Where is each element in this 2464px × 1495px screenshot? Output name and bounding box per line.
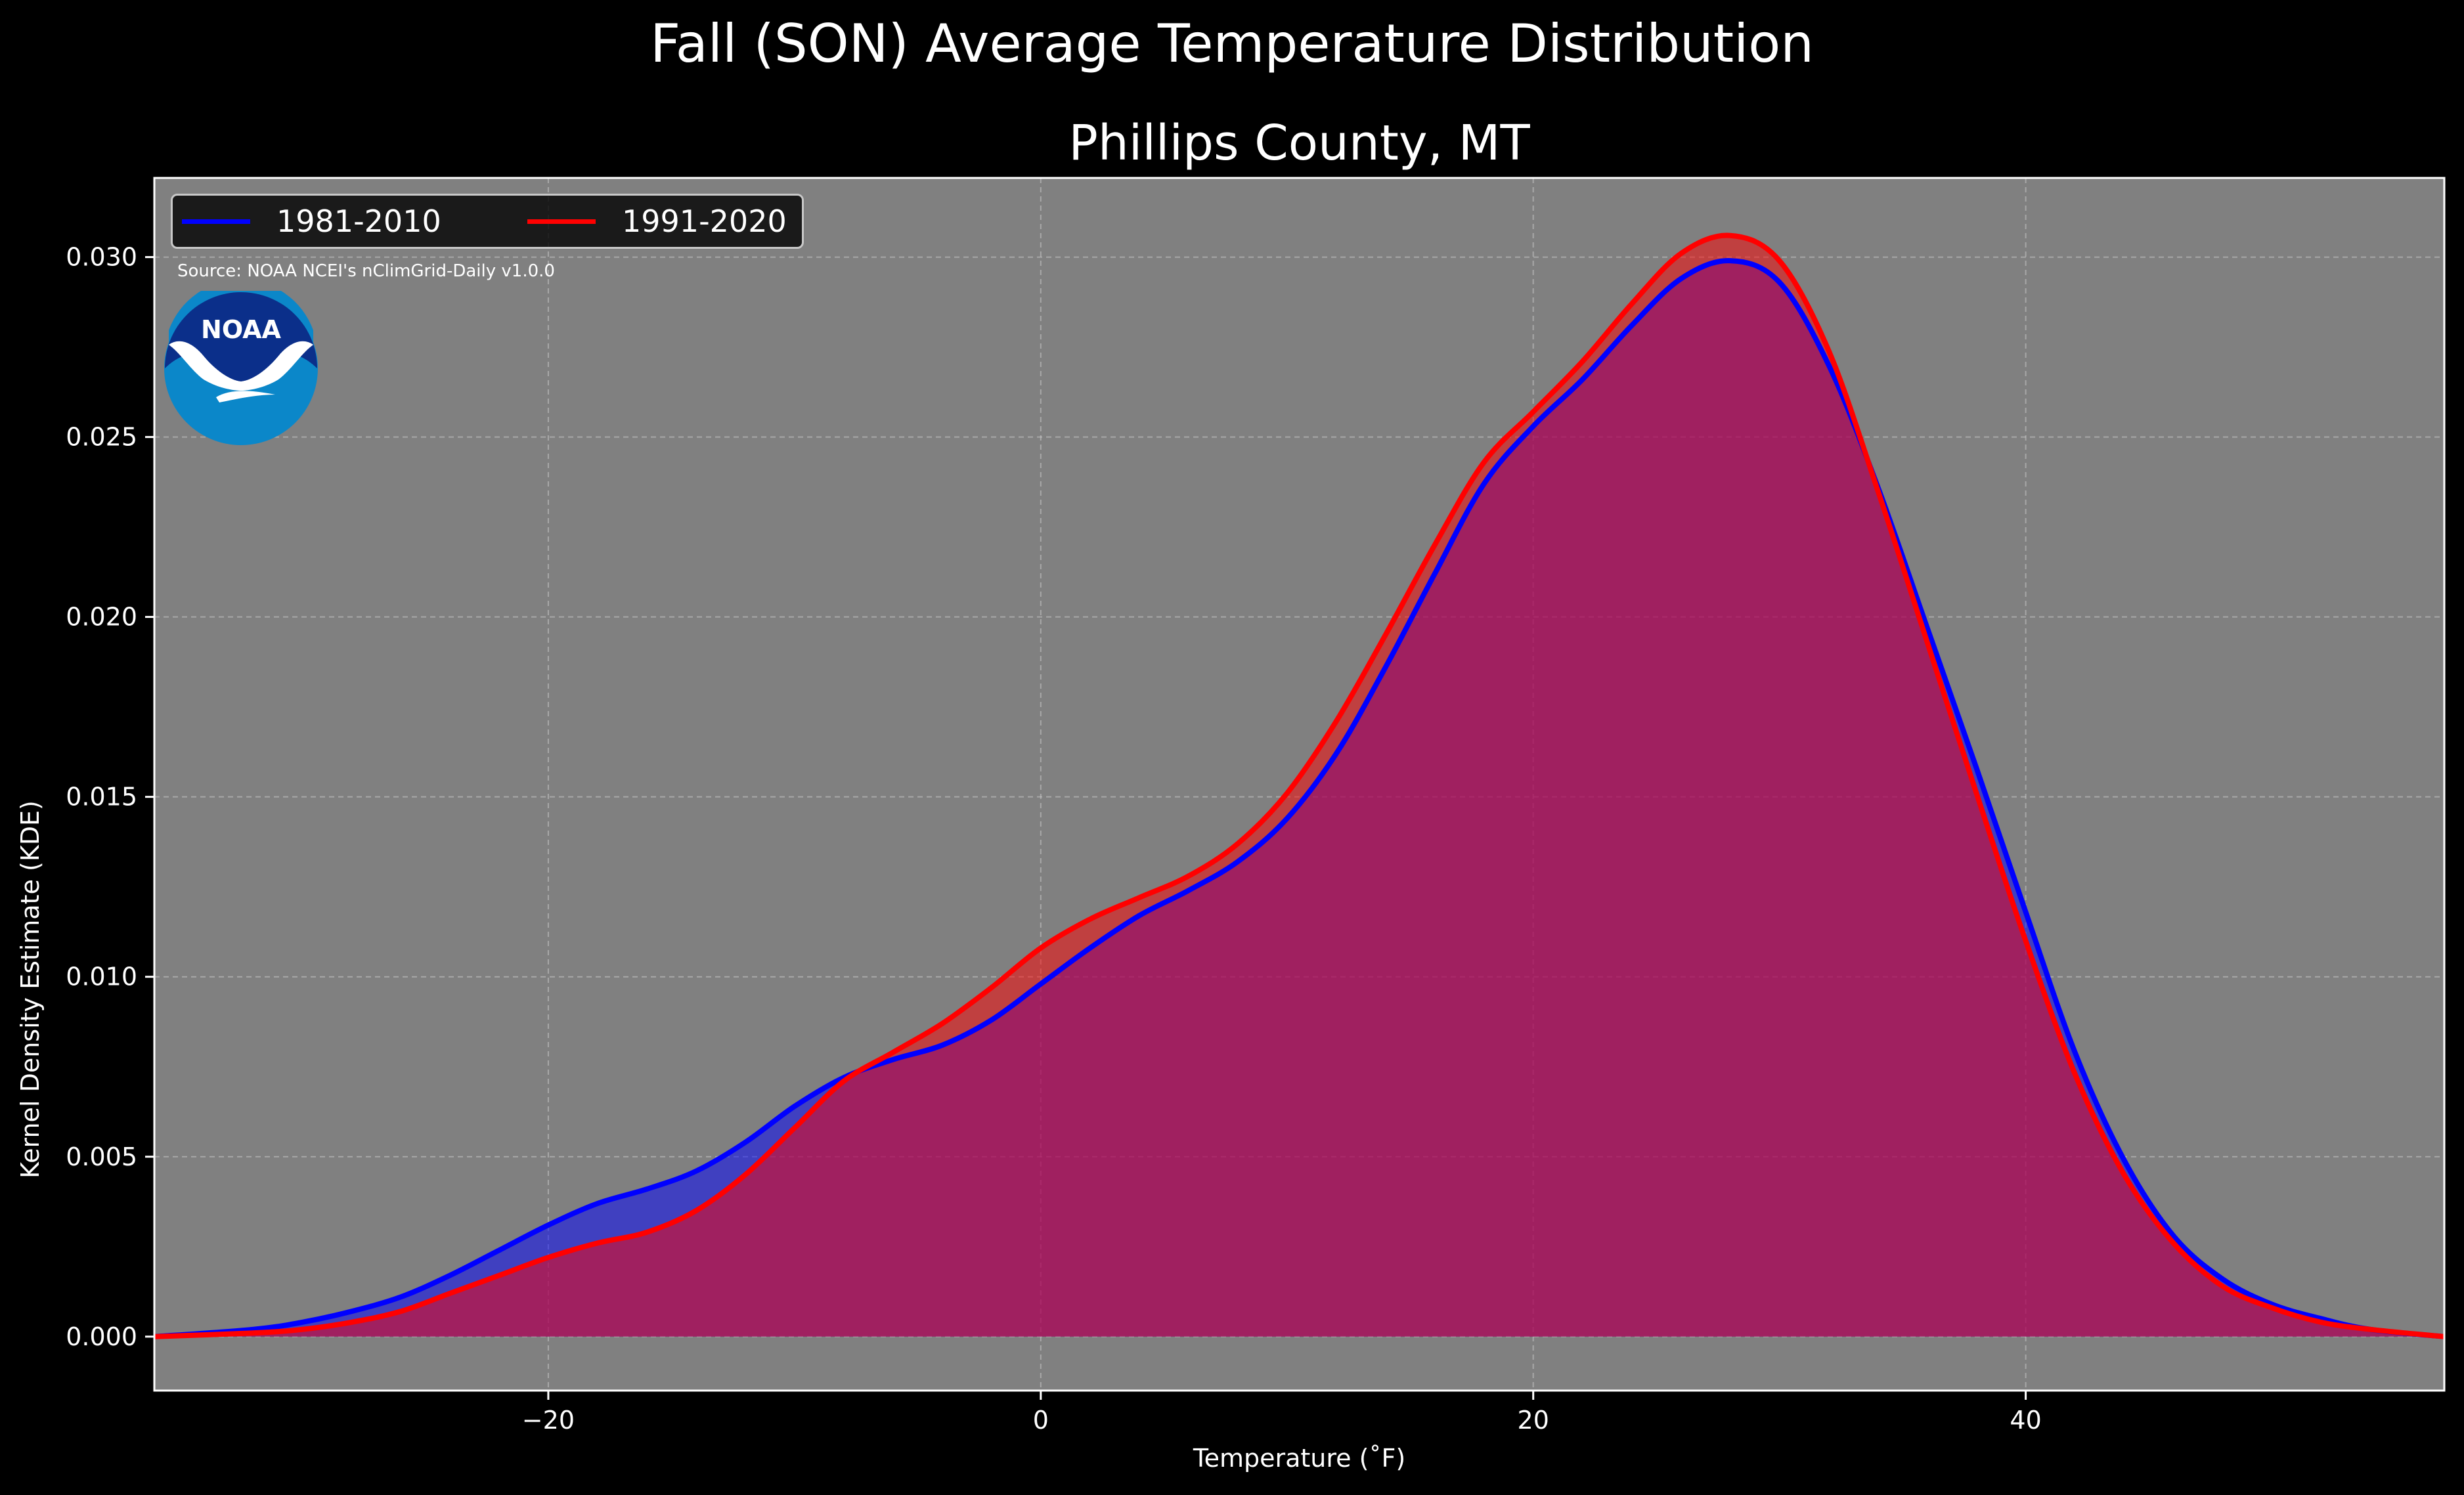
legend-item-1981-2010: 1981-2010 (182, 196, 441, 247)
legend-label-1991-2020: 1991-2020 (622, 204, 787, 239)
kde-line-1991-2020 (154, 232, 2445, 1339)
noaa-logo-icon: NOAA (164, 291, 318, 445)
kde-lines (154, 232, 2445, 1339)
y-tick-label: 0.010 (66, 963, 137, 991)
kde-line-1981-2010 (154, 258, 2445, 1339)
y-tick-label: 0.015 (66, 783, 137, 812)
legend-item-1991-2020: 1991-2020 (527, 196, 787, 247)
x-axis-label: Temperature (˚F) (1193, 1444, 1406, 1473)
axis-ticks: −20 0 20 40 0.000 0.005 0.010 0.015 0.020 0.025 0.… (66, 243, 2042, 1435)
x-tick-label: 20 (1518, 1406, 1549, 1435)
noaa-logo-text: NOAA (201, 315, 281, 344)
y-tick-label: 0.000 (66, 1322, 137, 1351)
x-tick-label: 0 (1033, 1406, 1049, 1435)
legend: 1981-2010 1991-2020 (171, 194, 804, 249)
plot-frame (153, 177, 2446, 1392)
y-tick-label: 0.025 (66, 423, 137, 452)
legend-swatch-1981-2010 (182, 219, 250, 224)
legend-swatch-1991-2020 (527, 219, 596, 224)
chart-title: Phillips County, MT (1068, 115, 1530, 171)
x-tick-label: −20 (522, 1406, 575, 1435)
x-tick-label: 40 (2010, 1406, 2041, 1435)
y-tick-label: 0.005 (66, 1142, 137, 1171)
kde-area-1991-2020 (154, 235, 2444, 1337)
kde-fills (154, 235, 2444, 1337)
y-axis-label: Kernel Density Estimate (KDE) (16, 800, 45, 1179)
y-tick-label: 0.020 (66, 603, 137, 632)
figure-suptitle: Fall (SON) Average Temperature Distribut… (650, 13, 1814, 74)
legend-label-1981-2010: 1981-2010 (276, 204, 441, 239)
y-tick-label: 0.030 (66, 243, 137, 272)
source-note: Source: NOAA NCEI's nClimGrid-Daily v1.0… (177, 261, 555, 281)
